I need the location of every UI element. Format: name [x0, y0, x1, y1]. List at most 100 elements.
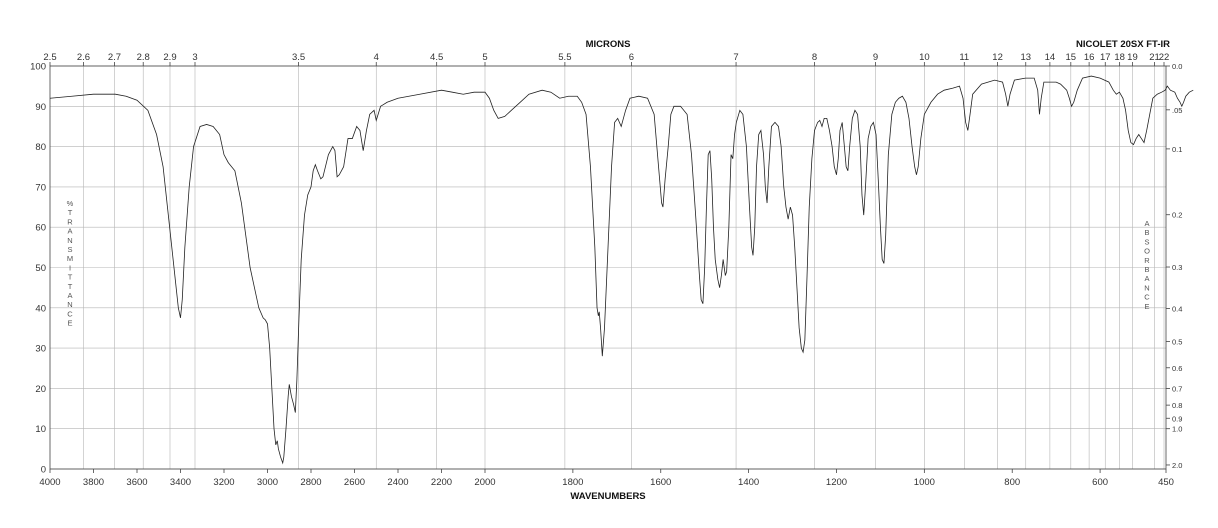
y-axis-title-right-letter: E [1144, 302, 1149, 311]
y-axis-title-right-letter: O [1144, 247, 1150, 256]
y-axis-title-left-letter: M [67, 254, 73, 263]
absorbance-tick-label: 0.0 [1172, 62, 1182, 71]
y-axis-title-right-letter: A [1144, 274, 1149, 283]
y-tick-label: 70 [35, 182, 46, 193]
wavenumber-tick-label: 2800 [300, 477, 321, 488]
y-axis-title-left-letter: T [68, 208, 73, 217]
y-axis-title-left-letter: R [67, 217, 73, 226]
y-axis-title-left-letter: C [67, 309, 73, 318]
y-axis-title-left-letter: T [68, 282, 73, 291]
y-axis-title-right-letter: C [1144, 293, 1150, 302]
y-axis-title-left-letter: % [67, 199, 74, 208]
micron-tick-label: 2.8 [137, 52, 150, 63]
absorbance-tick-label: 0.7 [1172, 385, 1182, 394]
micron-tick-label: 2.7 [108, 52, 121, 63]
y-tick-label: 60 [35, 223, 46, 234]
micron-tick-label: 4.5 [430, 52, 443, 63]
y-tick-label: 80 [35, 142, 46, 153]
micron-tick-label: 9 [873, 52, 878, 63]
micron-tick-label: 2.5 [43, 52, 56, 63]
wavenumber-tick-label: 1200 [826, 477, 847, 488]
y-tick-label: 100 [30, 62, 46, 73]
absorbance-tick-label: 0.9 [1172, 414, 1182, 423]
absorbance-tick-label: 0.8 [1172, 401, 1182, 410]
wavenumber-tick-label: 600 [1092, 477, 1108, 488]
micron-tick-label: 7 [733, 52, 738, 63]
absorbance-tick-label: 0.3 [1172, 263, 1182, 272]
micron-tick-label: 15 [1066, 52, 1077, 63]
wavenumber-tick-label: 2400 [387, 477, 408, 488]
absorbance-tick-label: .05 [1172, 106, 1182, 115]
micron-tick-label: 2.6 [77, 52, 90, 63]
y-axis-title-right-letter: A [1144, 219, 1149, 228]
wavenumber-tick-label: 3200 [213, 477, 234, 488]
wavenumber-tick-label: 3400 [170, 477, 191, 488]
absorbance-tick-label: 0.6 [1172, 364, 1182, 373]
y-axis-title-left-letter: N [67, 300, 72, 309]
y-tick-label: 20 [35, 384, 46, 395]
micron-tick-label: 6 [629, 52, 634, 63]
micron-tick-label: 16 [1084, 52, 1095, 63]
y-tick-label: 10 [35, 424, 46, 435]
wavenumber-tick-label: 3600 [126, 477, 147, 488]
wavenumber-tick-label: 4000 [39, 477, 60, 488]
micron-tick-label: 10 [919, 52, 930, 63]
top-axis-title: MICRONS [586, 39, 631, 50]
wavenumber-tick-label: 1600 [650, 477, 671, 488]
absorbance-tick-label: 2.0 [1172, 461, 1182, 470]
wavenumber-tick-label: 3800 [83, 477, 104, 488]
wavenumber-tick-label: 1800 [562, 477, 583, 488]
y-tick-label: 40 [35, 303, 46, 314]
wavenumber-tick-label: 2000 [474, 477, 495, 488]
y-tick-label: 90 [35, 102, 46, 113]
absorbance-tick-label: 0.5 [1172, 338, 1182, 347]
micron-tick-label: 5 [482, 52, 487, 63]
micron-tick-label: 11 [959, 52, 969, 63]
micron-tick-label: 3 [192, 52, 197, 63]
spectrum-line [49, 75, 1194, 465]
micron-tick-label: 5.5 [558, 52, 571, 63]
micron-tick-label: 19 [1127, 52, 1138, 63]
y-axis-title-left-letter: T [68, 273, 73, 282]
micron-tick-label: 14 [1045, 52, 1056, 63]
y-tick-label: 0 [41, 465, 46, 476]
micron-tick-label: 13 [1020, 52, 1031, 63]
y-axis-title-left-letter: A [67, 227, 72, 236]
absorbance-tick-label: 0.4 [1172, 305, 1182, 314]
wavenumber-tick-label: 3000 [257, 477, 278, 488]
micron-tick-label: 4 [374, 52, 379, 63]
micron-tick-label: 8 [812, 52, 817, 63]
y-axis-title-right-letter: N [1144, 283, 1149, 292]
chart-title: NICOLET 20SX FT-IR [1076, 39, 1170, 50]
y-axis-title-right-letter: R [1144, 256, 1150, 265]
micron-tick-label: 3.5 [292, 52, 305, 63]
wavenumber-tick-label: 2200 [431, 477, 452, 488]
absorbance-tick-label: 0.1 [1172, 145, 1182, 154]
y-axis-title-left-letter: E [67, 319, 72, 328]
x-axis-title: WAVENUMBERS [570, 491, 645, 502]
micron-tick-label: 12 [992, 52, 1003, 63]
wavenumber-tick-label: 450 [1158, 477, 1174, 488]
y-axis-title-right-letter: B [1144, 228, 1149, 237]
y-tick-label: 30 [35, 344, 46, 355]
micron-tick-label: 22 [1159, 52, 1170, 63]
wavenumber-tick-label: 1000 [914, 477, 935, 488]
micron-tick-label: 21 [1149, 52, 1160, 63]
wavenumber-tick-label: 2600 [344, 477, 365, 488]
absorbance-tick-label: 1.0 [1172, 425, 1182, 434]
y-tick-label: 50 [35, 263, 46, 274]
absorbance-tick-label: 0.2 [1172, 211, 1182, 220]
chart-gridlines [50, 65, 1166, 470]
y-axis-title-left-letter: A [67, 291, 72, 300]
plot-frame [49, 65, 1167, 470]
y-axis-title-right-letter: B [1144, 265, 1149, 274]
micron-tick-label: 17 [1100, 52, 1111, 63]
y-axis-title-left-letter: S [67, 245, 72, 254]
wavenumber-tick-label: 1400 [738, 477, 759, 488]
micron-tick-label: 18 [1114, 52, 1125, 63]
y-axis-title-left-letter: I [69, 263, 71, 272]
